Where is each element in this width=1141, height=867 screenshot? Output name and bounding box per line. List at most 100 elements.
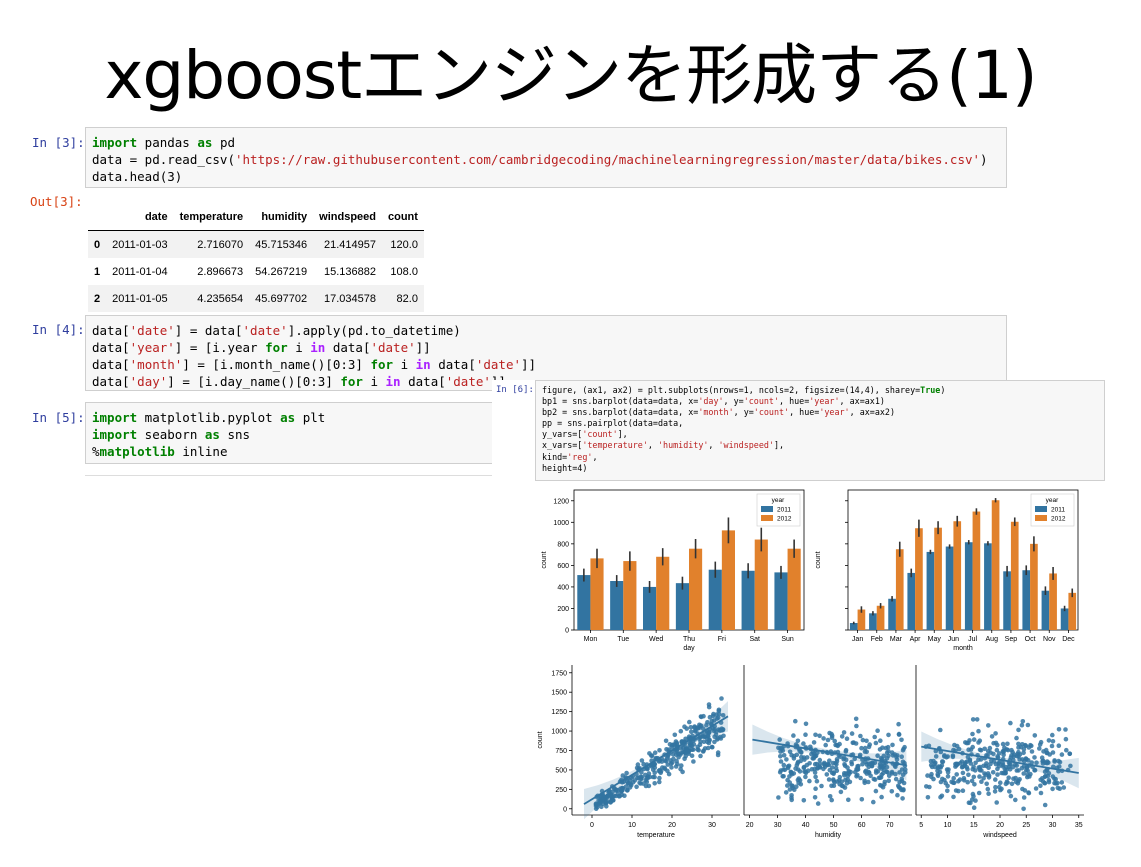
- scatter-point: [795, 767, 801, 772]
- legend-label: 2012: [1051, 516, 1066, 523]
- code-token: for: [370, 357, 394, 372]
- bar: [741, 570, 755, 630]
- x-tick-label: Jan: [852, 636, 863, 643]
- scatter-point: [846, 770, 851, 775]
- code-cell-in5-source[interactable]: import matplotlib.pyplot as plt import se…: [86, 403, 1006, 466]
- code-token: bp1 = sns.barplot(data=data, x=: [542, 396, 699, 407]
- scatter-point: [968, 747, 974, 752]
- code-cell-in6[interactable]: figure, (ax1, ax2) = plt.subplots(nrows=…: [535, 380, 1105, 481]
- code-cell-in4[interactable]: data['date'] = data['date'].apply(pd.to_…: [85, 315, 1007, 391]
- scatter-point: [886, 732, 891, 738]
- bar: [926, 551, 935, 630]
- code-line: x_vars=['temperature', 'humidity', 'wind…: [542, 440, 1098, 451]
- code-token: 'reg': [567, 451, 593, 462]
- code-line: figure, (ax1, ax2) = plt.subplots(nrows=…: [542, 385, 1098, 396]
- y-tick-label: 1000: [551, 729, 567, 736]
- scatter-point: [1037, 746, 1042, 751]
- cell-prompt-in3: In [3]:: [32, 135, 85, 150]
- scatter-point: [938, 727, 943, 733]
- scatter-point: [841, 730, 847, 735]
- scatter-point: [830, 765, 835, 770]
- scatter-point: [689, 729, 694, 735]
- scatter-point: [778, 759, 784, 764]
- scatter-point: [935, 765, 941, 771]
- legend-label: 2012: [777, 516, 792, 523]
- scatter-point: [837, 774, 843, 780]
- scatter-point: [624, 770, 629, 776]
- scatter-point: [811, 751, 817, 756]
- code-cell-in3[interactable]: import pandas as pd data = pd.read_csv('h…: [85, 127, 1007, 188]
- scatter-point: [776, 745, 781, 751]
- scatter-point: [1020, 719, 1026, 724]
- dataframe-column-header: [88, 203, 107, 231]
- scatter-point: [877, 775, 883, 780]
- scatter-point: [663, 758, 669, 764]
- scatter-point: [784, 757, 789, 762]
- code-line: %matplotlib inline: [92, 443, 1000, 460]
- x-tick-label: Mar: [890, 636, 903, 643]
- scatter-point: [1025, 722, 1031, 728]
- scatter-point: [970, 791, 976, 797]
- scatter-point: [834, 768, 840, 774]
- scatter-point: [697, 734, 703, 740]
- scatter-point: [1017, 777, 1022, 782]
- code-token: ],: [617, 429, 628, 440]
- table-cell: 2011-01-03: [112, 238, 168, 251]
- scatter-point: [900, 796, 905, 801]
- code-cell-in3-source[interactable]: import pandas as pd data = pd.read_csv('h…: [86, 128, 1006, 191]
- code-token: ): [940, 385, 946, 395]
- scatter-point: [679, 763, 684, 768]
- scatter-point: [932, 761, 937, 767]
- x-tick-label: Aug: [986, 636, 999, 643]
- code-token: as: [280, 410, 296, 425]
- scatter-point: [990, 770, 996, 775]
- code-token: 'count': [753, 407, 790, 418]
- scatter-point: [938, 794, 943, 800]
- code-token: 'windspeed': [718, 440, 774, 451]
- scatter-point: [1020, 742, 1025, 747]
- scatter-point: [801, 798, 807, 803]
- scatter-point: [862, 780, 867, 786]
- code-token: in: [310, 340, 326, 355]
- scatter-point: [801, 764, 807, 770]
- scatter-point: [795, 738, 801, 744]
- cell-prompt-in4: In [4]:: [32, 322, 85, 337]
- y-tick-label: 1750: [551, 670, 567, 677]
- scatter-point: [1007, 789, 1012, 794]
- y-tick-label: 1500: [551, 690, 567, 697]
- scatter-point: [1045, 773, 1051, 779]
- code-token: , hue=: [779, 396, 810, 407]
- scatter-point: [632, 778, 638, 783]
- code-token: ,: [592, 451, 598, 462]
- scatter-point: [899, 776, 904, 782]
- dataframe-header-row: date temperature humidity windspeed count: [88, 203, 424, 231]
- scatter-point: [849, 759, 854, 765]
- bar: [689, 548, 703, 630]
- scatter-point: [1005, 741, 1010, 747]
- bar: [869, 613, 877, 630]
- bar: [577, 575, 591, 630]
- scatter-point: [690, 739, 696, 744]
- code-line: kind='reg',: [542, 452, 1098, 463]
- scatter-point: [1038, 783, 1043, 789]
- scatter-point: [643, 783, 649, 789]
- x-tick-label: 30: [1049, 822, 1057, 829]
- code-cell-in6-source[interactable]: figure, (ax1, ax2) = plt.subplots(nrows=…: [536, 381, 1104, 478]
- scatter-point: [1042, 802, 1048, 808]
- code-cell-in4-source[interactable]: data['date'] = data['date'].apply(pd.to_…: [86, 316, 1006, 396]
- scatter-point: [896, 721, 901, 727]
- scatter-point: [1009, 781, 1015, 787]
- scatter-point: [900, 759, 906, 765]
- bar: [915, 528, 923, 630]
- code-token: 'date': [475, 357, 522, 372]
- scatter-point: [781, 762, 787, 768]
- scatter-point: [1056, 743, 1062, 748]
- table-cell: 45.697702: [255, 292, 308, 305]
- scatter-point: [985, 749, 991, 754]
- scatter-point: [995, 772, 1000, 777]
- code-token: height=4): [542, 462, 588, 473]
- scatter-point: [995, 766, 1000, 772]
- dataframe-column-header: humidity: [249, 203, 314, 231]
- x-tick-label: Feb: [871, 636, 883, 643]
- scatter-point: [862, 745, 868, 751]
